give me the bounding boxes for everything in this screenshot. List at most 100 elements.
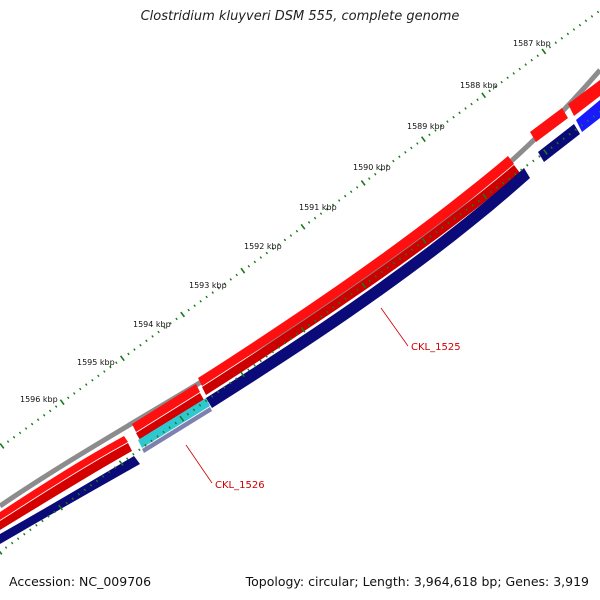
scale-label: 1588 kbp: [460, 81, 498, 90]
major-tick: [420, 136, 426, 143]
minor-tick: [554, 41, 558, 45]
minor-tick: [404, 252, 408, 256]
minor-tick: [133, 348, 136, 351]
minor-tick: [144, 443, 147, 447]
forward-cds-mid[interactable]: [132, 384, 200, 432]
minor-tick: [374, 172, 377, 176]
forward-cds-mid-band[interactable]: [136, 393, 204, 440]
gene-callout-CKL_1525[interactable]: CKL_1525: [380, 307, 461, 353]
minor-tick: [169, 321, 172, 325]
minor-tick: [410, 146, 413, 150]
minor-tick: [355, 186, 359, 189]
minor-tick: [283, 341, 287, 345]
minor-tick: [132, 452, 135, 456]
minor-tick: [476, 98, 479, 102]
minor-tick: [115, 361, 118, 365]
minor-tick: [578, 23, 582, 27]
major-tick: [541, 48, 547, 55]
minor-tick: [500, 80, 503, 84]
reverse-cds-lower[interactable]: [0, 456, 140, 544]
minor-tick: [416, 243, 420, 247]
forward-cds-upper-small[interactable]: [530, 108, 568, 142]
minor-tick: [54, 405, 58, 408]
minor-tick: [338, 301, 341, 305]
minor-tick: [247, 368, 250, 372]
minor-tick: [253, 260, 257, 264]
major-tick: [118, 460, 124, 466]
minor-tick: [192, 408, 196, 412]
minor-tick: [320, 315, 323, 318]
forward-cds-lower[interactable]: [0, 436, 128, 520]
minor-tick: [53, 510, 56, 514]
minor-tick: [337, 199, 341, 202]
minor-tick: [289, 234, 293, 237]
minor-tick: [429, 235, 432, 238]
minor-tick: [398, 257, 402, 261]
gene-label-CKL_1525[interactable]: CKL_1525: [411, 342, 461, 353]
minor-tick: [163, 326, 166, 329]
major-tick: [180, 311, 186, 318]
minor-tick: [374, 275, 377, 278]
reverse-cds-CKL_1525[interactable]: [206, 168, 530, 408]
forward-cds-upper-right[interactable]: [568, 80, 600, 116]
minor-tick: [24, 427, 28, 430]
major-tick: [421, 238, 427, 244]
major-tick: [300, 326, 306, 333]
minor-tick: [265, 251, 269, 255]
minor-tick: [229, 381, 232, 385]
minor-tick: [513, 172, 517, 176]
minor-tick: [548, 45, 552, 49]
major-tick: [119, 355, 125, 362]
minor-tick: [524, 63, 527, 66]
forward-cds-CKL_1525-top[interactable]: [198, 156, 514, 386]
minor-tick: [592, 115, 596, 118]
major-tick: [240, 371, 245, 378]
minor-tick: [187, 308, 190, 312]
scale-label: 1591 kbp: [299, 203, 337, 212]
minor-tick: [175, 317, 178, 321]
minor-tick: [277, 243, 281, 246]
minor-tick: [73, 392, 76, 395]
major-tick: [481, 92, 487, 99]
reverse-cds-CKL_1526[interactable]: [138, 398, 210, 448]
minor-tick: [386, 266, 390, 269]
minor-tick: [150, 439, 153, 443]
minor-tick: [380, 168, 383, 172]
minor-tick: [584, 19, 588, 23]
reverse-cds-blue-right[interactable]: [576, 100, 600, 132]
major-tick: [300, 223, 306, 230]
minor-tick: [488, 89, 491, 93]
minor-tick: [30, 422, 34, 426]
gene-callout-CKL_1526[interactable]: CKL_1526: [185, 444, 265, 491]
minor-tick: [97, 374, 100, 378]
minor-tick: [157, 330, 160, 334]
scale-label: 1589 kbp: [407, 122, 445, 131]
minor-tick: [47, 515, 50, 518]
minor-tick: [36, 418, 40, 422]
minor-tick: [428, 133, 431, 137]
minor-tick: [326, 310, 329, 314]
minor-tick: [518, 67, 521, 71]
minor-tick: [89, 483, 93, 487]
minor-tick: [205, 295, 208, 299]
forward-strand-track: [0, 80, 600, 530]
forward-cds-lower-band[interactable]: [0, 443, 132, 530]
minor-tick: [10, 541, 14, 545]
gene-label-CKL_1526[interactable]: CKL_1526: [215, 480, 265, 491]
minor-tick: [271, 350, 274, 354]
minor-tick: [71, 497, 74, 501]
minor-tick: [556, 141, 559, 145]
minor-tick: [501, 181, 505, 185]
minor-tick: [29, 528, 32, 532]
minor-tick: [536, 54, 539, 58]
minor-tick: [313, 216, 317, 220]
forward-cds-CKL_1525-band[interactable]: [202, 165, 520, 395]
minor-tick: [331, 203, 335, 207]
minor-tick: [139, 343, 142, 347]
minor-tick: [107, 470, 111, 474]
minor-tick: [289, 337, 293, 341]
reverse-cds-CKL_1526-shadow[interactable]: [142, 407, 212, 453]
minor-tick: [295, 229, 299, 233]
